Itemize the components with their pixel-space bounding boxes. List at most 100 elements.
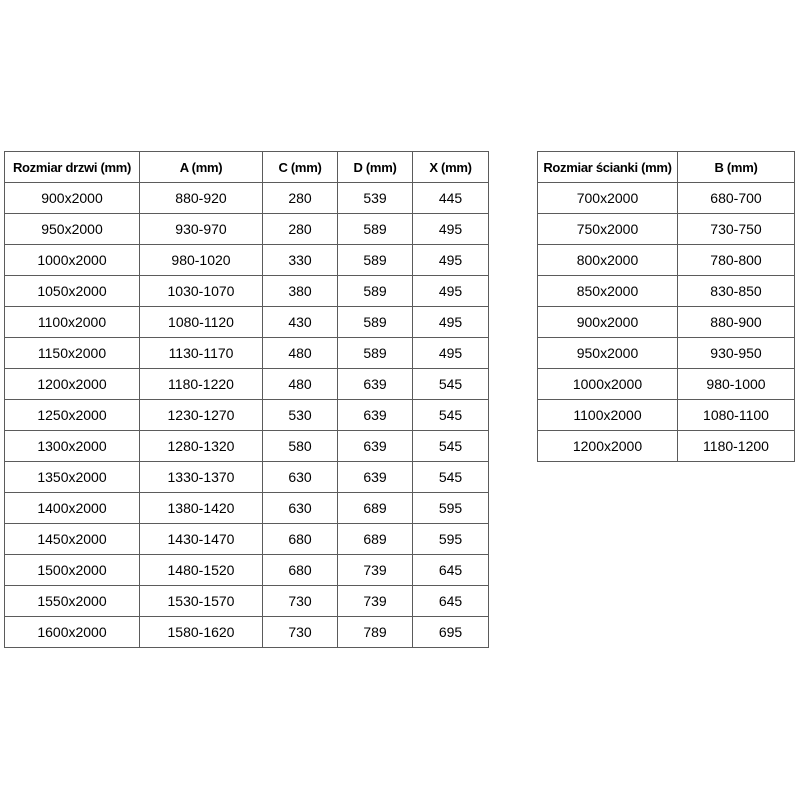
table-row: 1350x2000 1330-1370 630 639 545 xyxy=(4,461,489,493)
table-cell: 1500x2000 xyxy=(4,554,140,586)
table-cell: 589 xyxy=(337,306,413,338)
table-cell: 1080-1120 xyxy=(139,306,263,338)
table-cell: 580 xyxy=(262,430,338,462)
table-row: 850x2000 830-850 xyxy=(537,275,795,307)
table-cell: 1100x2000 xyxy=(4,306,140,338)
table-cell: 545 xyxy=(412,461,489,493)
wall-sizes-table: Rozmiar ścianki (mm) B (mm) 700x2000 680-… xyxy=(537,151,795,462)
table-cell: 480 xyxy=(262,337,338,369)
table-cell: 1050x2000 xyxy=(4,275,140,307)
table-cell: 495 xyxy=(412,213,489,245)
table-cell: 595 xyxy=(412,492,489,524)
table-cell: 700x2000 xyxy=(537,182,678,214)
column-header-b: B (mm) xyxy=(677,151,795,183)
table-row: 1100x2000 1080-1120 430 589 495 xyxy=(4,306,489,338)
table-cell: 880-900 xyxy=(677,306,795,338)
table-cell: 850x2000 xyxy=(537,275,678,307)
column-header-door-size: Rozmiar drzwi (mm) xyxy=(4,151,140,183)
table-cell: 695 xyxy=(412,616,489,648)
table-cell: 980-1000 xyxy=(677,368,795,400)
table-row: 1300x2000 1280-1320 580 639 545 xyxy=(4,430,489,462)
table-cell: 1200x2000 xyxy=(4,368,140,400)
table-cell: 1450x2000 xyxy=(4,523,140,555)
table-cell: 780-800 xyxy=(677,244,795,276)
table-row: 950x2000 930-950 xyxy=(537,337,795,369)
table-cell: 589 xyxy=(337,337,413,369)
table-cell: 750x2000 xyxy=(537,213,678,245)
table-cell: 1350x2000 xyxy=(4,461,140,493)
table-cell: 539 xyxy=(337,182,413,214)
table-cell: 1600x2000 xyxy=(4,616,140,648)
table-cell: 1230-1270 xyxy=(139,399,263,431)
table-cell: 1330-1370 xyxy=(139,461,263,493)
table-row: 1200x2000 1180-1200 xyxy=(537,430,795,462)
table-cell: 280 xyxy=(262,213,338,245)
table-row: 1550x2000 1530-1570 730 739 645 xyxy=(4,585,489,617)
table-cell: 950x2000 xyxy=(4,213,140,245)
table-row: 1400x2000 1380-1420 630 689 595 xyxy=(4,492,489,524)
column-header-wall-size: Rozmiar ścianki (mm) xyxy=(537,151,678,183)
table-cell: 1000x2000 xyxy=(4,244,140,276)
table-cell: 1080-1100 xyxy=(677,399,795,431)
column-header-a: A (mm) xyxy=(139,151,263,183)
table-row: 1600x2000 1580-1620 730 789 695 xyxy=(4,616,489,648)
table-cell: 545 xyxy=(412,430,489,462)
table-cell: 789 xyxy=(337,616,413,648)
table-cell: 630 xyxy=(262,492,338,524)
table-cell: 639 xyxy=(337,368,413,400)
table-cell: 900x2000 xyxy=(4,182,140,214)
column-header-d: D (mm) xyxy=(337,151,413,183)
table-cell: 950x2000 xyxy=(537,337,678,369)
table-cell: 445 xyxy=(412,182,489,214)
table-cell: 1380-1420 xyxy=(139,492,263,524)
table-cell: 545 xyxy=(412,399,489,431)
table-cell: 739 xyxy=(337,554,413,586)
table-cell: 980-1020 xyxy=(139,244,263,276)
table-cell: 495 xyxy=(412,337,489,369)
table-cell: 830-850 xyxy=(677,275,795,307)
table-cell: 1280-1320 xyxy=(139,430,263,462)
table-cell: 1300x2000 xyxy=(4,430,140,462)
table-cell: 1180-1200 xyxy=(677,430,795,462)
table-cell: 1480-1520 xyxy=(139,554,263,586)
table-cell: 1130-1170 xyxy=(139,337,263,369)
table-cell: 930-950 xyxy=(677,337,795,369)
table-cell: 1400x2000 xyxy=(4,492,140,524)
column-header-x: X (mm) xyxy=(412,151,489,183)
table-cell: 1430-1470 xyxy=(139,523,263,555)
table-cell: 680-700 xyxy=(677,182,795,214)
table-row: 800x2000 780-800 xyxy=(537,244,795,276)
table-cell: 689 xyxy=(337,523,413,555)
table-row: 1500x2000 1480-1520 680 739 645 xyxy=(4,554,489,586)
table-cell: 739 xyxy=(337,585,413,617)
table-cell: 800x2000 xyxy=(537,244,678,276)
table-cell: 430 xyxy=(262,306,338,338)
table-cell: 330 xyxy=(262,244,338,276)
table-cell: 1530-1570 xyxy=(139,585,263,617)
table-row: 1000x2000 980-1020 330 589 495 xyxy=(4,244,489,276)
table-cell: 1200x2000 xyxy=(537,430,678,462)
header-row: Rozmiar drzwi (mm) A (mm) C (mm) D (mm) … xyxy=(4,151,489,183)
table-cell: 530 xyxy=(262,399,338,431)
table-row: 700x2000 680-700 xyxy=(537,182,795,214)
table-cell: 730 xyxy=(262,616,338,648)
header-row: Rozmiar ścianki (mm) B (mm) xyxy=(537,151,795,183)
table-row: 1000x2000 980-1000 xyxy=(537,368,795,400)
table-cell: 645 xyxy=(412,554,489,586)
table-cell: 280 xyxy=(262,182,338,214)
table-cell: 589 xyxy=(337,244,413,276)
column-header-c: C (mm) xyxy=(262,151,338,183)
table-row: 1250x2000 1230-1270 530 639 545 xyxy=(4,399,489,431)
table-row: 1050x2000 1030-1070 380 589 495 xyxy=(4,275,489,307)
table-row: 900x2000 880-900 xyxy=(537,306,795,338)
table-cell: 639 xyxy=(337,399,413,431)
table-cell: 1250x2000 xyxy=(4,399,140,431)
table-cell: 1180-1220 xyxy=(139,368,263,400)
table-cell: 380 xyxy=(262,275,338,307)
table-cell: 1000x2000 xyxy=(537,368,678,400)
table-cell: 1150x2000 xyxy=(4,337,140,369)
table-cell: 1030-1070 xyxy=(139,275,263,307)
table-cell: 680 xyxy=(262,523,338,555)
door-sizes-table: Rozmiar drzwi (mm) A (mm) C (mm) D (mm) … xyxy=(4,151,489,648)
